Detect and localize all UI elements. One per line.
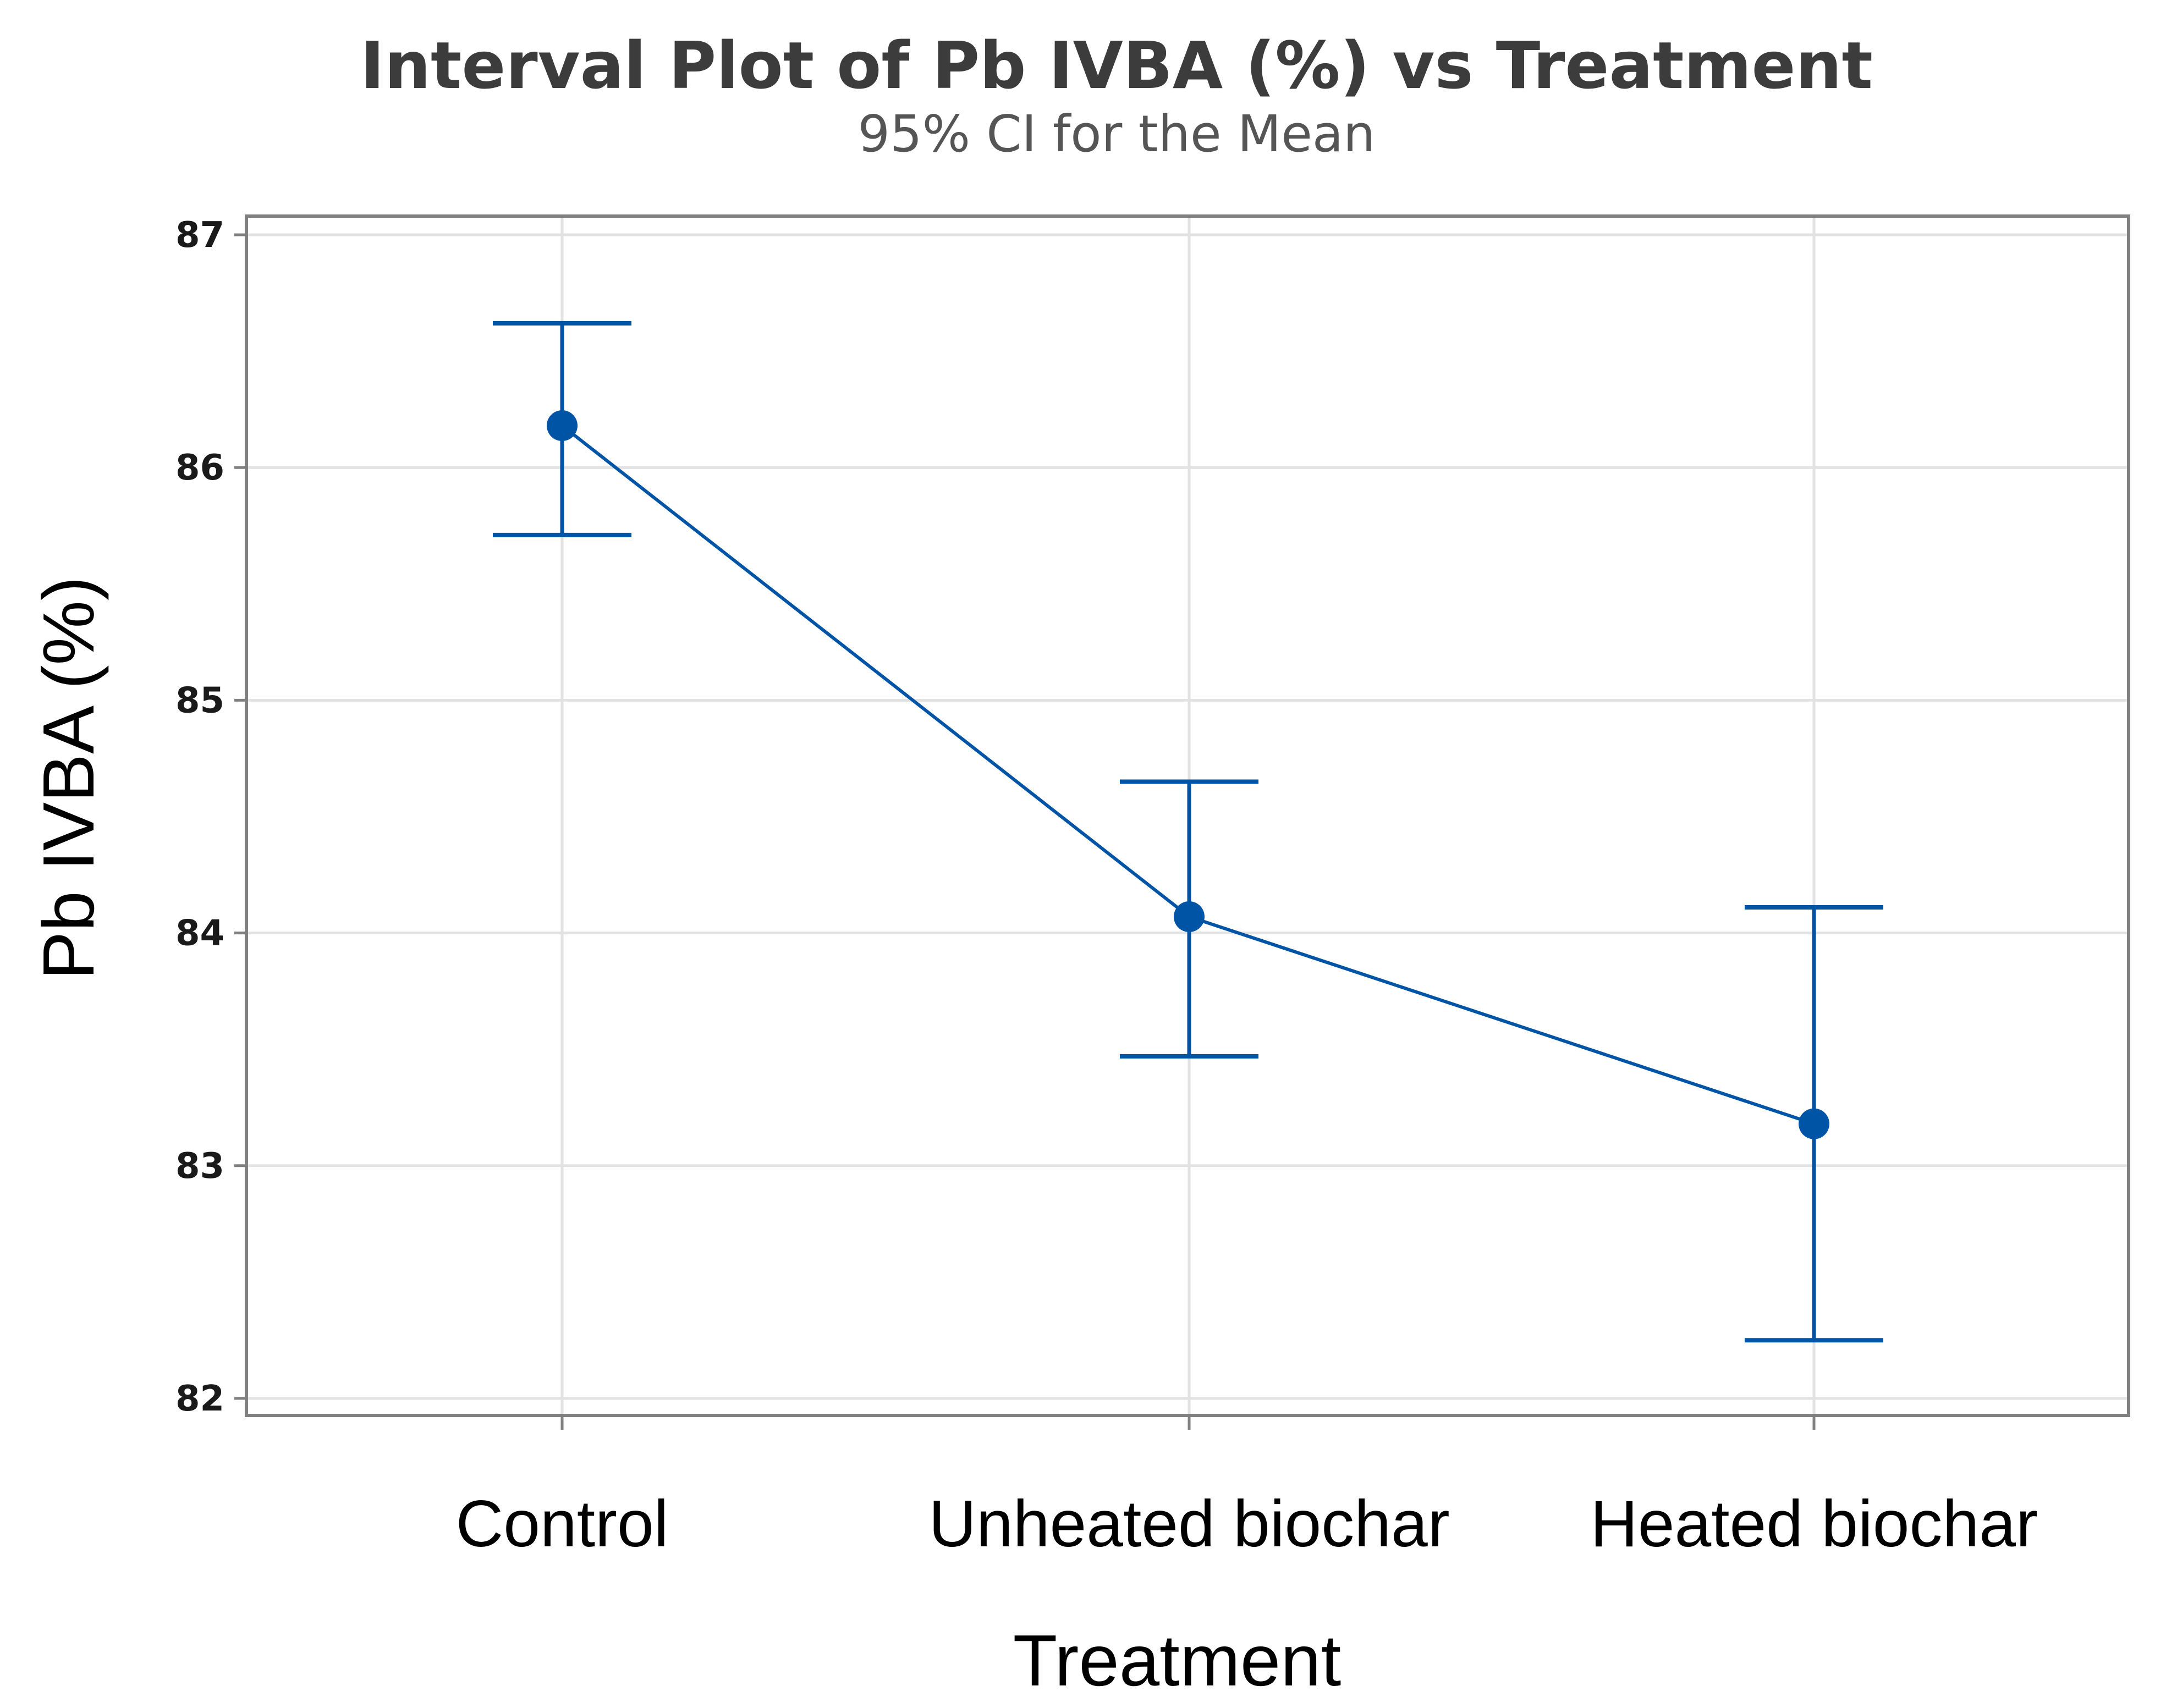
mean-point (1174, 901, 1205, 932)
x-tick-label: Control (456, 1487, 669, 1561)
plot-frame (245, 214, 2130, 1417)
y-tick-label: 82 (175, 1379, 224, 1419)
x-tick-labels: Control Unheated biochar Heated biochar (456, 1487, 2038, 1561)
chart-subtitle: 95% CI for the Mean (858, 104, 1376, 163)
series-means (493, 321, 1883, 1343)
mean-point (547, 410, 578, 442)
chart-title: Interval Plot of Pb IVBA (%) vs Treatmen… (360, 27, 1873, 103)
y-tick-label: 84 (175, 913, 224, 954)
x-tick-label: Unheated biochar (928, 1487, 1449, 1561)
y-tick-label: 87 (175, 215, 224, 256)
y-tick-label: 83 (175, 1146, 224, 1187)
mean-point (1799, 1108, 1829, 1139)
x-tick-label: Heated biochar (1590, 1487, 2038, 1561)
x-axis-title: Treatment (1013, 1620, 1342, 1701)
y-tick-label: 85 (175, 680, 224, 721)
axis-ticks (234, 233, 1816, 1430)
y-axis-title: Pb IVBA (%) (28, 576, 109, 980)
y-tick-label: 86 (175, 448, 224, 488)
y-tick-labels: 82 83 84 85 86 87 (175, 215, 224, 1419)
